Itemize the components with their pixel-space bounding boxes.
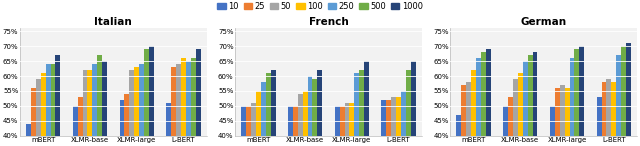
Bar: [344, 103, 349, 146]
Bar: [602, 82, 607, 146]
Bar: [381, 100, 387, 146]
Bar: [461, 85, 466, 146]
Bar: [550, 106, 555, 146]
Bar: [527, 55, 532, 146]
Bar: [92, 64, 97, 146]
Bar: [312, 79, 317, 146]
Bar: [359, 70, 364, 146]
Bar: [251, 103, 256, 146]
Bar: [387, 100, 391, 146]
Bar: [45, 64, 51, 146]
Bar: [271, 70, 276, 146]
Title: French: French: [308, 17, 348, 27]
Bar: [616, 55, 621, 146]
Bar: [596, 97, 602, 146]
Bar: [298, 94, 303, 146]
Bar: [508, 97, 513, 146]
Bar: [476, 58, 481, 146]
Bar: [411, 61, 416, 146]
Bar: [391, 97, 396, 146]
Legend: 10, 25, 50, 100, 250, 500, 1000: 10, 25, 50, 100, 250, 500, 1000: [214, 0, 426, 14]
Bar: [181, 58, 186, 146]
Bar: [256, 91, 261, 146]
Bar: [149, 46, 154, 146]
Bar: [611, 82, 616, 146]
Bar: [564, 88, 570, 146]
Bar: [406, 70, 411, 146]
Bar: [191, 58, 196, 146]
Bar: [56, 55, 60, 146]
Bar: [36, 79, 41, 146]
Bar: [560, 85, 564, 146]
Bar: [355, 73, 359, 146]
Bar: [308, 76, 312, 146]
Bar: [246, 106, 251, 146]
Bar: [102, 61, 107, 146]
Bar: [166, 103, 171, 146]
Bar: [518, 73, 523, 146]
Bar: [555, 88, 560, 146]
Bar: [26, 124, 31, 146]
Bar: [88, 70, 92, 146]
Bar: [396, 97, 401, 146]
Bar: [317, 70, 323, 146]
Bar: [176, 64, 181, 146]
Bar: [471, 70, 476, 146]
Bar: [481, 52, 486, 146]
Bar: [523, 61, 527, 146]
Bar: [401, 91, 406, 146]
Bar: [186, 61, 191, 146]
Bar: [513, 79, 518, 146]
Bar: [293, 106, 298, 146]
Bar: [466, 82, 471, 146]
Title: Italian: Italian: [95, 17, 132, 27]
Bar: [340, 106, 344, 146]
Bar: [196, 49, 201, 146]
Bar: [77, 97, 83, 146]
Bar: [124, 94, 129, 146]
Bar: [532, 52, 538, 146]
Bar: [456, 115, 461, 146]
Title: German: German: [520, 17, 567, 27]
Bar: [288, 106, 293, 146]
Bar: [134, 67, 139, 146]
Bar: [266, 73, 271, 146]
Bar: [31, 88, 36, 146]
Bar: [303, 91, 308, 146]
Bar: [579, 46, 584, 146]
Bar: [607, 79, 611, 146]
Bar: [51, 64, 56, 146]
Bar: [575, 49, 579, 146]
Bar: [261, 82, 266, 146]
Bar: [241, 106, 246, 146]
Bar: [41, 73, 45, 146]
Bar: [83, 70, 88, 146]
Bar: [97, 55, 102, 146]
Bar: [144, 49, 149, 146]
Bar: [503, 106, 508, 146]
Bar: [626, 43, 631, 146]
Bar: [335, 106, 340, 146]
Bar: [349, 103, 355, 146]
Bar: [486, 49, 491, 146]
Bar: [139, 64, 144, 146]
Bar: [171, 67, 176, 146]
Bar: [621, 46, 626, 146]
Bar: [120, 100, 124, 146]
Bar: [129, 70, 134, 146]
Bar: [570, 58, 575, 146]
Bar: [73, 106, 77, 146]
Bar: [364, 61, 369, 146]
